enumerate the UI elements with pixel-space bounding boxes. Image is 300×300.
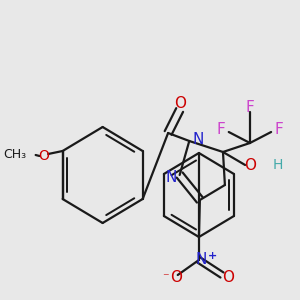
Text: N: N — [192, 131, 203, 146]
Text: F: F — [217, 122, 225, 137]
Text: O: O — [38, 149, 49, 163]
Text: CH₃: CH₃ — [3, 148, 26, 161]
Text: N: N — [165, 170, 177, 185]
Text: N: N — [195, 253, 206, 268]
Text: ⁻: ⁻ — [162, 272, 169, 284]
Text: O: O — [174, 97, 186, 112]
Text: F: F — [246, 100, 254, 115]
Text: O: O — [170, 271, 182, 286]
Text: O: O — [222, 271, 234, 286]
Text: +: + — [208, 251, 217, 261]
Text: H: H — [273, 158, 284, 172]
Text: F: F — [274, 122, 283, 137]
Text: O: O — [244, 158, 256, 172]
